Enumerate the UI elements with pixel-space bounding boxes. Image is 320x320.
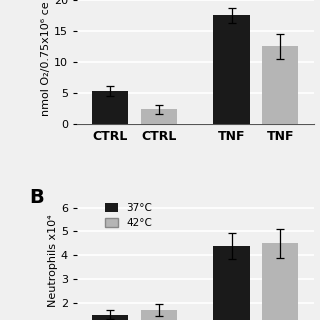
Legend: 37°C, 42°C: 37°C, 42°C [101, 198, 156, 233]
Bar [92, 91, 128, 124]
Bar [213, 15, 250, 124]
Y-axis label: nmol O₂/0.75x10⁶ ce: nmol O₂/0.75x10⁶ ce [41, 2, 51, 116]
Bar [92, 315, 128, 320]
Bar [140, 109, 177, 124]
Y-axis label: Neutrophils x10⁴: Neutrophils x10⁴ [48, 215, 58, 308]
Bar [262, 46, 299, 124]
Text: B: B [29, 188, 44, 207]
Bar [213, 246, 250, 320]
Bar [262, 243, 299, 320]
Bar [140, 310, 177, 320]
